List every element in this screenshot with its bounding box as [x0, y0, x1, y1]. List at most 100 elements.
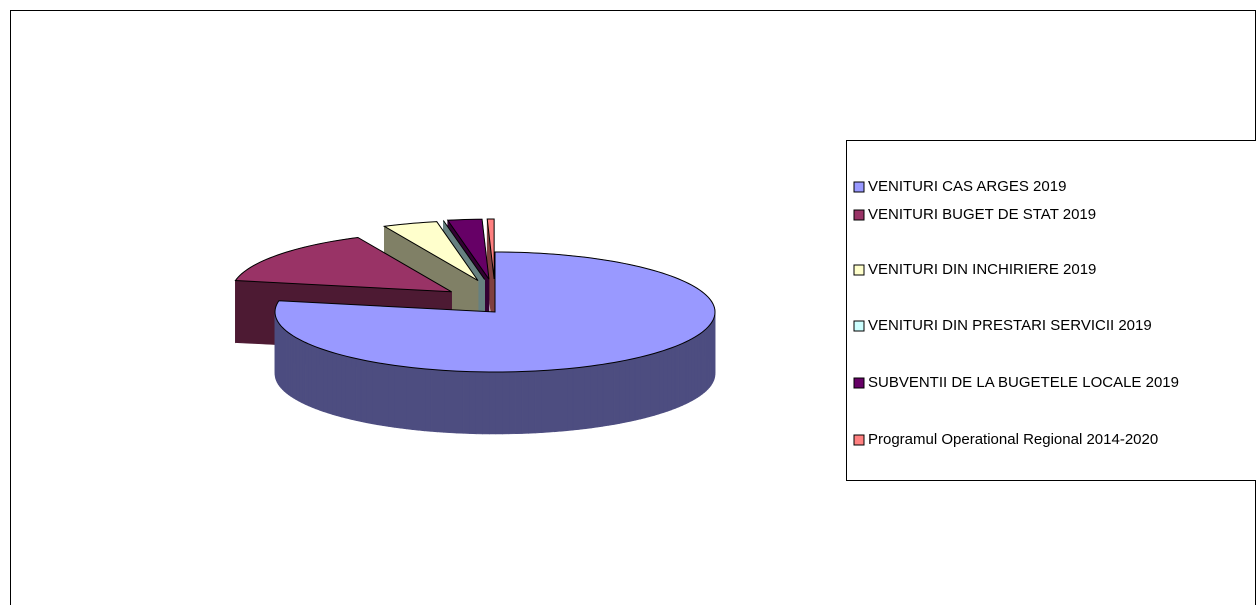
slice-side [319, 347, 324, 413]
slice-side [443, 370, 451, 434]
slice-side [547, 369, 555, 433]
slice-side [553, 368, 561, 433]
slice-side [654, 351, 660, 416]
legend-swatch [853, 264, 865, 276]
slice-side [608, 362, 615, 426]
slice-side [515, 371, 523, 435]
slice-side [388, 364, 395, 428]
slice-side [488, 371, 497, 435]
slice-side [629, 357, 636, 422]
slice-side [394, 365, 401, 429]
slice-side [613, 361, 620, 425]
slice-side [366, 360, 373, 425]
slice-top [446, 218, 490, 280]
slice-side [382, 363, 390, 427]
slice-side [521, 370, 529, 434]
legend-swatch [853, 209, 865, 221]
legend-swatch [853, 377, 865, 389]
slice-side [639, 355, 646, 420]
slice-side [572, 367, 580, 431]
slice-side [667, 347, 672, 412]
slice-top [382, 221, 479, 282]
slice-top [443, 220, 486, 280]
slice-side [584, 365, 592, 430]
slice-side [528, 370, 536, 434]
slice-side [701, 329, 705, 395]
slice-side [377, 362, 384, 426]
slice-top [234, 236, 452, 293]
slice-side [691, 336, 696, 402]
slice-side [341, 354, 347, 419]
slice-side [400, 365, 407, 430]
slice-side [671, 345, 676, 411]
legend-swatch [853, 434, 865, 446]
legend-box [846, 140, 1256, 481]
slice-side [674, 344, 680, 409]
slice-side [534, 370, 542, 434]
slice-side [678, 342, 683, 408]
slice-side [418, 367, 426, 432]
slice-side [424, 368, 432, 432]
slice-side [345, 355, 352, 420]
slice-side [331, 351, 338, 417]
slice-side [456, 370, 464, 434]
slice-side [596, 363, 604, 428]
slice-side [336, 353, 342, 418]
slice-side [578, 366, 586, 430]
slice-side [285, 330, 289, 396]
slice-side [560, 368, 568, 432]
slice-side [437, 369, 445, 433]
legend-label: VENITURI DIN PRESTARI SERVICII 2019 [868, 317, 1152, 334]
slice [274, 251, 716, 435]
slice-side [495, 371, 503, 435]
slice-side [482, 371, 490, 435]
slice-side [292, 335, 297, 401]
slice-side [311, 344, 317, 410]
slice-side [323, 349, 329, 414]
slice-side [355, 358, 362, 423]
legend-label: VENITURI BUGET DE STAT 2019 [868, 206, 1096, 223]
slice-side [462, 371, 470, 434]
slice-side [619, 360, 626, 424]
legend-label: SUBVENTII DE LA BUGETELE LOCALE 2019 [868, 374, 1179, 391]
slice-side [697, 333, 701, 399]
slice-side [475, 371, 484, 435]
slice-side [658, 350, 664, 415]
slice-side [406, 366, 413, 430]
slice-side [304, 341, 309, 407]
legend-swatch [853, 181, 865, 193]
slice-side [350, 356, 357, 421]
slice-side [688, 338, 693, 403]
slice-side [287, 331, 291, 397]
slice-side [649, 352, 655, 418]
legend-label: Programul Operational Regional 2014-2020 [868, 431, 1158, 448]
slice-side [541, 369, 549, 433]
slice-side [634, 356, 641, 421]
slice-side [315, 346, 320, 411]
slice-side [602, 363, 609, 427]
legend-label: VENITURI CAS ARGES 2019 [868, 178, 1066, 195]
slice-side [682, 341, 687, 406]
slice-side [624, 358, 631, 423]
slice-side [699, 331, 703, 397]
slice-side [508, 371, 516, 435]
slice-side [644, 354, 651, 419]
slice-side [412, 367, 419, 431]
slice-side [566, 367, 574, 432]
legend-label: VENITURI DIN INCHIRIERE 2019 [868, 261, 1096, 278]
slice-side [290, 333, 294, 399]
slice-side [502, 371, 510, 435]
slice-top [274, 251, 716, 373]
slice-side [685, 339, 690, 405]
slice-side [590, 364, 598, 429]
slice-side [694, 334, 698, 400]
legend-swatch [853, 320, 865, 332]
slice-side [301, 340, 306, 405]
slice-side [371, 361, 378, 426]
slice-top [486, 218, 495, 280]
slice-side [662, 348, 668, 414]
slice-side [469, 371, 477, 435]
slice-side [360, 359, 367, 424]
